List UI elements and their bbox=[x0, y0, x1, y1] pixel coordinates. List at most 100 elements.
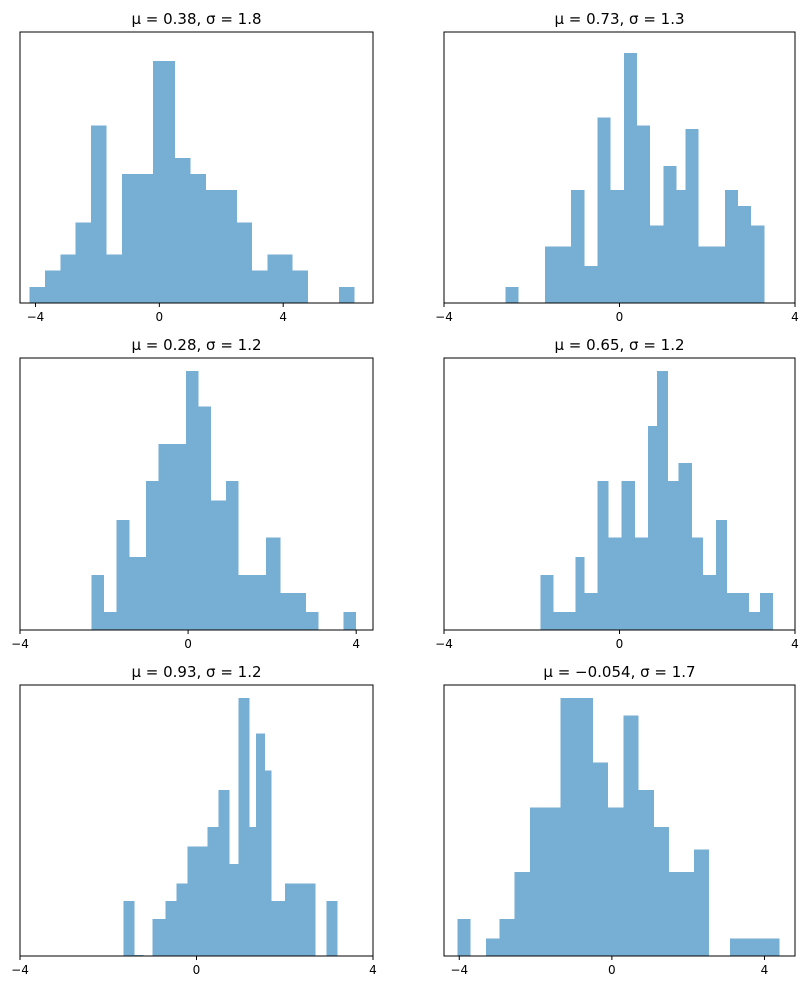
histogram-bar bbox=[505, 286, 519, 303]
histogram-bar bbox=[691, 537, 703, 630]
x-tick-label: 0 bbox=[616, 637, 624, 651]
subplot-5: −4 0 4 μ = 0.93, σ = 1.2 bbox=[11, 663, 377, 977]
histogram-bar bbox=[716, 519, 727, 630]
x-tick-label: −4 bbox=[435, 310, 453, 324]
histogram-bar bbox=[648, 426, 657, 630]
histogram-bar bbox=[91, 125, 107, 303]
histogram-bar bbox=[685, 128, 699, 303]
subplot-title: μ = 0.28, σ = 1.2 bbox=[131, 336, 261, 354]
histogram-bar bbox=[748, 612, 760, 630]
histogram-bar bbox=[621, 481, 635, 630]
x-tick-label: 4 bbox=[791, 637, 799, 651]
histogram-bar bbox=[597, 481, 609, 630]
histogram-bar bbox=[608, 537, 622, 630]
histogram-bar bbox=[638, 789, 654, 956]
x-tick-label: 0 bbox=[184, 637, 192, 651]
histogram-bar bbox=[457, 918, 471, 956]
subplot-title: μ = 0.38, σ = 1.8 bbox=[131, 10, 261, 28]
subplot-title: μ = −0.054, σ = 1.7 bbox=[543, 663, 695, 681]
histogram-bar bbox=[343, 612, 357, 630]
histogram-bar bbox=[485, 938, 500, 956]
histogram-bar bbox=[623, 52, 638, 303]
histogram-bar bbox=[249, 826, 257, 956]
subplot-1: −4 0 4 μ = 0.38, σ = 1.8 bbox=[19, 10, 374, 324]
histogram-bar bbox=[185, 370, 199, 630]
histogram-bar bbox=[544, 246, 572, 303]
histogram-bar bbox=[702, 574, 717, 630]
x-tick-label: 0 bbox=[608, 963, 616, 977]
histogram-bar bbox=[667, 481, 679, 630]
x-tick-label: 4 bbox=[791, 310, 799, 324]
subplot-title: μ = 0.93, σ = 1.2 bbox=[131, 663, 261, 681]
histogram-bar bbox=[584, 265, 598, 303]
x-tick-label: −4 bbox=[11, 963, 29, 977]
histogram-bar bbox=[153, 61, 175, 304]
histogram-bar bbox=[575, 557, 585, 630]
histogram-bar bbox=[676, 190, 686, 303]
histogram-bar bbox=[146, 481, 159, 630]
histogram-bar bbox=[726, 592, 749, 630]
histogram-bar bbox=[75, 222, 92, 303]
histogram-bar bbox=[123, 901, 135, 956]
axes-frame bbox=[19, 31, 374, 304]
x-tick-label: −4 bbox=[435, 637, 453, 651]
histogram-bar bbox=[252, 270, 268, 303]
histogram-bar bbox=[730, 938, 780, 956]
x-tick-label: 4 bbox=[369, 963, 377, 977]
histogram-bar bbox=[529, 807, 561, 956]
histogram-bar bbox=[106, 254, 123, 303]
histogram-bar bbox=[698, 246, 725, 303]
histogram-bar bbox=[663, 165, 677, 303]
histogram-bar bbox=[499, 918, 515, 956]
histogram-bar bbox=[129, 557, 147, 630]
histogram-bar bbox=[205, 190, 237, 303]
x-tick-label: −4 bbox=[11, 637, 29, 651]
histogram-bar bbox=[540, 574, 554, 630]
histogram-bar bbox=[338, 286, 355, 303]
x-tick-label: 0 bbox=[193, 963, 201, 977]
histogram-bar bbox=[693, 849, 710, 956]
histogram-bar bbox=[44, 270, 61, 303]
histogram-bar bbox=[264, 770, 272, 956]
x-tick-label: 0 bbox=[616, 310, 624, 324]
histogram-bar bbox=[553, 612, 576, 630]
histogram-bar bbox=[637, 125, 651, 303]
histogram-bar bbox=[608, 807, 624, 956]
histogram-bar bbox=[560, 697, 593, 956]
x-tick-label: 4 bbox=[761, 963, 769, 977]
histogram-bar bbox=[326, 901, 338, 956]
axes-frame bbox=[443, 684, 796, 957]
histogram-bar bbox=[211, 500, 226, 630]
histogram-bar bbox=[207, 826, 219, 956]
histogram-bar bbox=[265, 537, 281, 630]
subplot-6: −4 0 4 μ = −0.054, σ = 1.7 bbox=[443, 663, 796, 977]
histogram-bar bbox=[225, 481, 239, 630]
histogram-bar bbox=[165, 901, 177, 956]
histogram-bar bbox=[198, 406, 212, 630]
histogram-bar bbox=[29, 286, 45, 303]
histogram-bar bbox=[623, 715, 639, 956]
histogram-bar bbox=[238, 697, 250, 956]
subplot-title: μ = 0.73, σ = 1.3 bbox=[554, 10, 684, 28]
histogram-bar bbox=[174, 157, 191, 303]
axes-frame bbox=[19, 357, 374, 631]
histogram-bar bbox=[122, 173, 154, 303]
histogram-bar bbox=[571, 190, 585, 303]
histogram-bar bbox=[737, 206, 752, 303]
subplot-title: μ = 0.65, σ = 1.2 bbox=[554, 336, 684, 354]
subplot-4: −4 0 4 μ = 0.65, σ = 1.2 bbox=[435, 336, 799, 651]
histogram-bar bbox=[634, 537, 649, 630]
histogram-bar bbox=[305, 612, 319, 630]
histogram-bar bbox=[280, 592, 306, 630]
histogram-bar bbox=[60, 254, 76, 303]
histogram-bar bbox=[238, 574, 266, 630]
histogram-bar bbox=[751, 225, 765, 303]
x-tick-label: −4 bbox=[450, 963, 468, 977]
histogram-bar bbox=[91, 574, 105, 630]
histogram-bar bbox=[229, 864, 239, 956]
x-tick-label: 0 bbox=[156, 310, 164, 324]
histogram-bar bbox=[292, 270, 308, 303]
histogram-bar bbox=[218, 789, 230, 956]
histogram-bar bbox=[187, 846, 208, 956]
